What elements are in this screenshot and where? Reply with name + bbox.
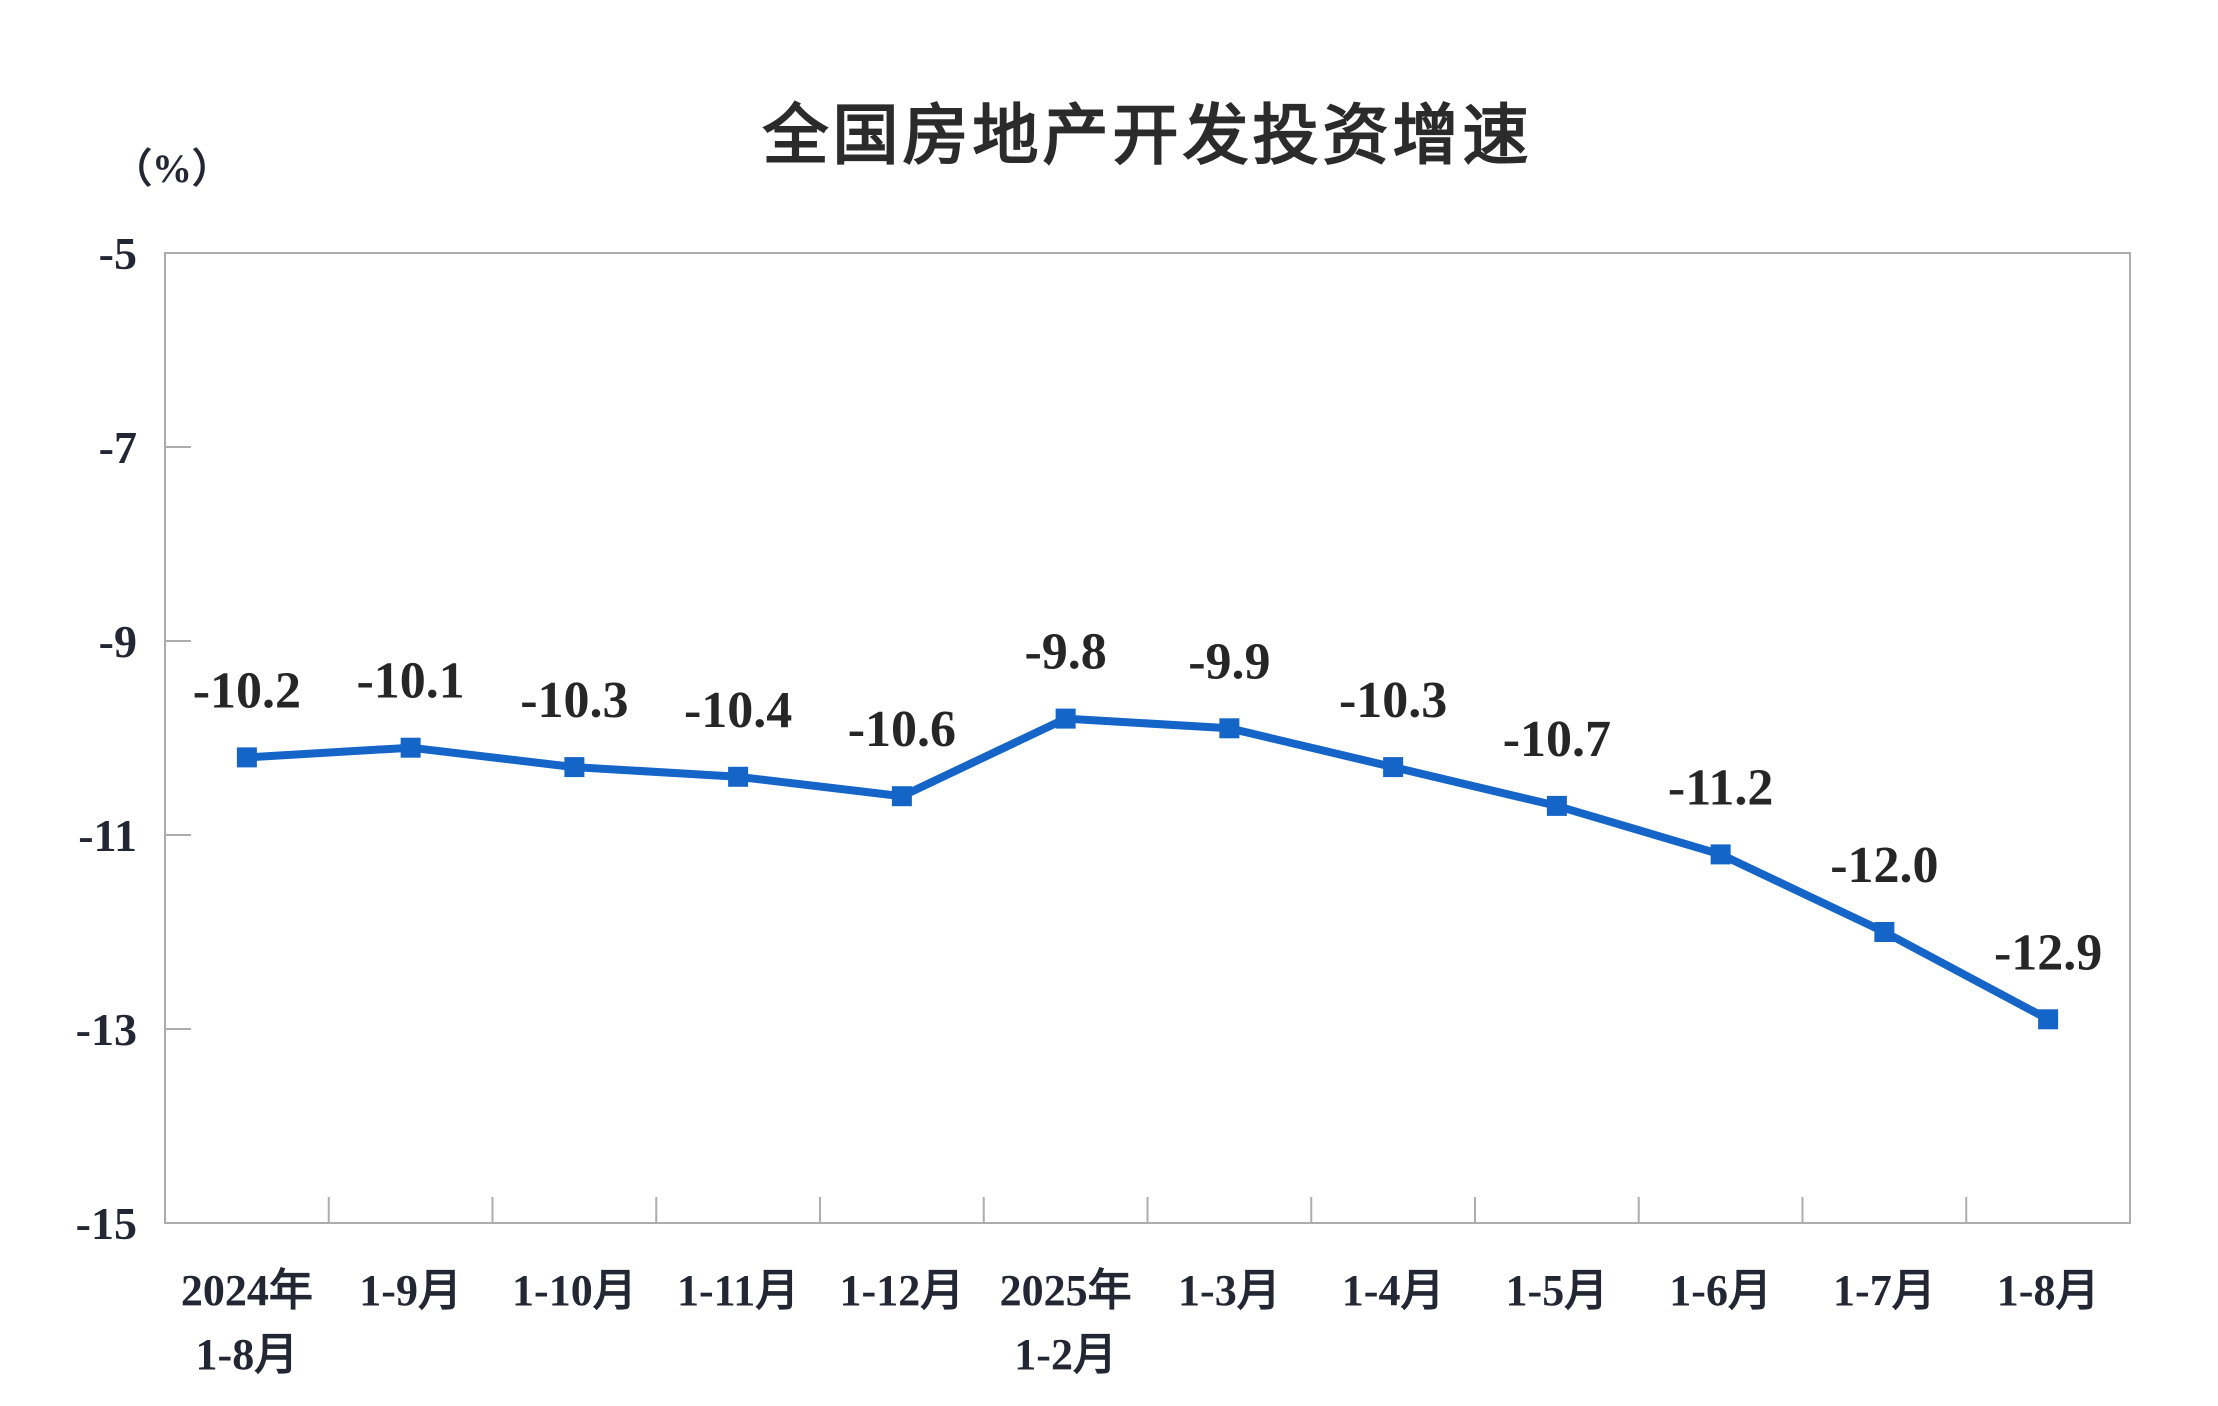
data-point-marker [1874,922,1895,942]
data-point-marker [1546,795,1567,816]
x-axis-category-label: 1-4月 [1342,1266,1445,1315]
data-point-label: -12.0 [1830,837,1938,894]
x-axis-category-label: 2024年 1-8月 [181,1266,313,1379]
y-axis-tick-label: -7 [99,422,137,473]
data-point-label: -10.3 [520,672,628,729]
data-point-label: -10.7 [1503,711,1611,768]
data-point-marker [1055,708,1076,729]
x-axis-category-label: 1-7月 [1833,1266,1936,1315]
data-point-label: -10.1 [356,653,464,710]
data-point-marker [1710,844,1731,865]
chart-title: 全国房地产开发投资增速 [762,98,1533,172]
data-point-label: -11.2 [1668,759,1773,816]
y-axis-unit-label: （%） [112,146,232,191]
data-point-label: -12.9 [1994,924,2102,981]
x-axis-category-label: 1-11月 [677,1266,799,1315]
x-axis-category-label: 1-9月 [359,1266,462,1315]
x-axis-category-label: 1-6月 [1669,1266,1772,1315]
data-point-marker [1383,757,1404,778]
data-point-label: -10.6 [848,701,956,758]
data-point-label: -10.3 [1339,672,1447,729]
data-point-marker [564,757,585,778]
data-point-marker [1219,718,1240,739]
y-axis-tick-label: -11 [78,810,137,861]
y-axis-tick-label: -13 [76,1004,137,1055]
y-axis-tick-label: -5 [99,228,137,279]
x-axis-category-label: 1-5月 [1506,1266,1609,1315]
y-axis-tick-label: -9 [99,616,137,667]
x-axis-category-label: 2025年 1-2月 [1000,1266,1132,1379]
x-axis-category-label: 1-3月 [1178,1266,1281,1315]
plot-border [164,252,2131,1224]
data-point-marker [2038,1009,2059,1030]
x-axis-category-label: 1-8月 [1997,1266,2100,1315]
data-point-label: -9.9 [1188,633,1270,690]
data-point-marker [891,786,912,807]
data-point-label: -10.4 [684,682,792,739]
x-axis-category-label: 1-12月 [840,1266,965,1315]
data-point-marker [728,766,749,787]
data-point-label: -9.8 [1024,624,1106,681]
data-point-label: -10.2 [193,662,301,719]
series-line [242,714,2053,1024]
y-axis-tick-label: -15 [76,1198,137,1249]
data-point-marker [400,737,421,758]
x-axis-category-label: 1-10月 [512,1266,637,1315]
data-point-marker [236,747,257,768]
